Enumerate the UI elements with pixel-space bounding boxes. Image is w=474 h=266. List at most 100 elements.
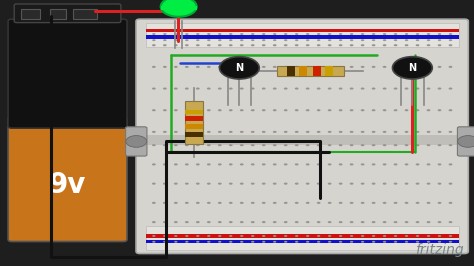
Bar: [185, 116, 203, 121]
Circle shape: [372, 241, 375, 243]
Circle shape: [185, 109, 189, 111]
Bar: [185, 132, 203, 137]
Circle shape: [405, 131, 409, 133]
Circle shape: [394, 39, 397, 41]
Circle shape: [317, 144, 320, 146]
Circle shape: [262, 39, 265, 41]
Circle shape: [185, 131, 189, 133]
Bar: [185, 101, 203, 144]
Circle shape: [196, 44, 200, 46]
Circle shape: [449, 235, 452, 237]
Circle shape: [185, 235, 189, 237]
Circle shape: [284, 131, 288, 133]
Circle shape: [229, 66, 233, 68]
Circle shape: [229, 131, 233, 133]
Circle shape: [229, 235, 232, 237]
Circle shape: [383, 235, 386, 237]
Circle shape: [427, 39, 430, 41]
Circle shape: [438, 33, 441, 35]
Circle shape: [383, 44, 386, 46]
Circle shape: [207, 202, 210, 204]
Bar: [185, 110, 203, 114]
Circle shape: [306, 144, 310, 146]
Circle shape: [449, 241, 452, 243]
Circle shape: [185, 39, 189, 41]
Circle shape: [394, 66, 398, 68]
Circle shape: [372, 221, 375, 223]
FancyBboxPatch shape: [8, 19, 127, 128]
Circle shape: [196, 39, 200, 41]
Circle shape: [218, 202, 222, 204]
Circle shape: [218, 131, 222, 133]
Circle shape: [262, 44, 265, 46]
Circle shape: [383, 39, 386, 41]
Circle shape: [163, 144, 167, 146]
Circle shape: [416, 66, 419, 68]
Circle shape: [273, 241, 276, 243]
Circle shape: [174, 131, 178, 133]
Circle shape: [361, 182, 365, 185]
Circle shape: [163, 88, 167, 90]
Circle shape: [295, 131, 299, 133]
Circle shape: [284, 163, 288, 165]
Circle shape: [174, 221, 178, 223]
Circle shape: [251, 163, 255, 165]
Circle shape: [152, 66, 156, 68]
Circle shape: [152, 235, 155, 237]
Circle shape: [449, 33, 452, 35]
Circle shape: [438, 88, 441, 90]
Circle shape: [383, 221, 386, 223]
Circle shape: [229, 202, 233, 204]
Circle shape: [427, 144, 430, 146]
Circle shape: [196, 241, 200, 243]
Circle shape: [240, 39, 244, 41]
Circle shape: [207, 39, 210, 41]
Circle shape: [361, 109, 365, 111]
Circle shape: [174, 163, 178, 165]
FancyBboxPatch shape: [126, 127, 147, 156]
Circle shape: [185, 66, 189, 68]
Circle shape: [229, 241, 232, 243]
Circle shape: [438, 235, 441, 237]
Bar: [146, 234, 459, 238]
Circle shape: [218, 88, 222, 90]
Circle shape: [328, 163, 331, 165]
Circle shape: [339, 44, 343, 46]
Circle shape: [350, 131, 354, 133]
Circle shape: [405, 39, 408, 41]
Circle shape: [229, 144, 233, 146]
Circle shape: [438, 144, 441, 146]
Circle shape: [273, 163, 277, 165]
Circle shape: [372, 66, 375, 68]
FancyBboxPatch shape: [457, 127, 474, 156]
Circle shape: [383, 144, 386, 146]
Circle shape: [339, 235, 342, 237]
Circle shape: [295, 39, 299, 41]
Circle shape: [350, 88, 354, 90]
Circle shape: [251, 221, 255, 223]
Circle shape: [251, 39, 255, 41]
Circle shape: [207, 66, 210, 68]
Circle shape: [405, 144, 409, 146]
Circle shape: [174, 39, 178, 41]
Circle shape: [229, 88, 233, 90]
Circle shape: [196, 144, 200, 146]
Circle shape: [427, 182, 430, 185]
Bar: [325, 66, 333, 76]
Circle shape: [262, 235, 265, 237]
Circle shape: [306, 66, 310, 68]
Circle shape: [339, 163, 343, 165]
Circle shape: [284, 182, 288, 185]
Circle shape: [350, 66, 354, 68]
Circle shape: [207, 241, 210, 243]
Circle shape: [185, 33, 189, 35]
Circle shape: [229, 109, 233, 111]
Circle shape: [161, 0, 197, 17]
Circle shape: [328, 202, 331, 204]
Bar: [161, 6, 197, 10]
Circle shape: [229, 33, 232, 35]
Circle shape: [240, 241, 244, 243]
Circle shape: [152, 109, 156, 111]
Circle shape: [306, 131, 310, 133]
Circle shape: [438, 66, 441, 68]
